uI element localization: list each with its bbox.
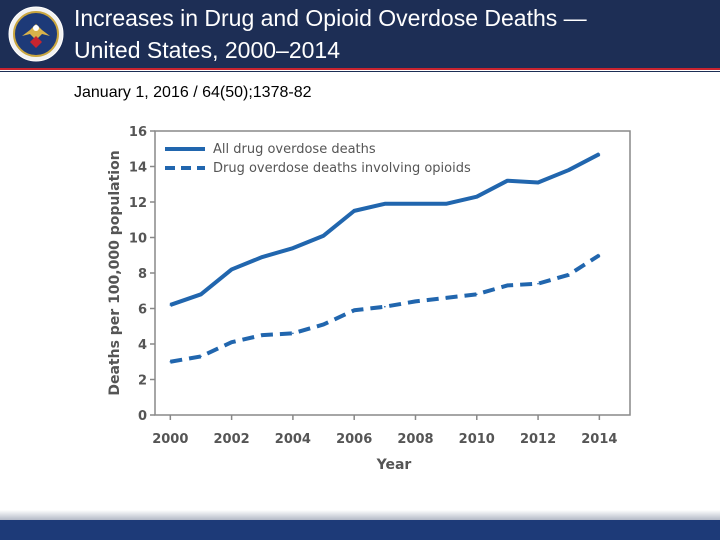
data-point	[414, 300, 417, 303]
header-stripe	[0, 68, 720, 72]
y-tick-label: 2	[138, 374, 147, 389]
x-tick-label: 2008	[397, 432, 433, 447]
data-point	[353, 210, 355, 212]
x-tick-label: 2010	[459, 432, 495, 447]
data-point	[567, 169, 570, 171]
series-layer	[169, 152, 601, 364]
x-tick-label: 2004	[275, 432, 311, 447]
data-point	[292, 247, 294, 249]
data-point	[169, 360, 172, 363]
data-point	[292, 332, 294, 335]
y-axis: 0 2 4 6 8 10 12 14 16	[129, 125, 155, 424]
legend-label-opioids: Drug overdose deaths involving opioids	[213, 161, 471, 176]
data-point	[200, 355, 202, 358]
data-point	[506, 179, 509, 182]
department-seal-logo	[8, 6, 64, 62]
data-point	[261, 334, 264, 336]
data-point	[445, 202, 447, 205]
data-point	[598, 153, 601, 155]
data-point	[537, 282, 539, 285]
y-tick-label: 4	[138, 338, 147, 353]
series-line-opioids	[169, 253, 601, 364]
x-axis: 2000 2002 2004 2006 2008 2010 2012 2014	[152, 415, 617, 447]
data-point	[230, 268, 233, 271]
data-point	[506, 284, 509, 287]
x-tick-label: 2006	[336, 432, 372, 447]
data-point	[384, 202, 386, 205]
x-tick-label: 2000	[152, 432, 188, 447]
data-point	[384, 305, 386, 308]
data-point	[598, 254, 601, 257]
data-point	[322, 323, 325, 326]
slide-footer-bar	[0, 520, 720, 540]
legend: All drug overdose deaths Drug overdose d…	[165, 142, 471, 176]
data-point	[475, 293, 478, 296]
x-axis-title: Year	[376, 457, 412, 473]
legend-label-all-drug: All drug overdose deaths	[213, 142, 376, 157]
data-point	[230, 341, 233, 344]
series-line-all-drug	[169, 152, 601, 307]
y-tick-label: 6	[138, 303, 147, 318]
data-point	[567, 273, 570, 276]
y-tick-label: 14	[129, 161, 147, 176]
data-point	[537, 181, 539, 184]
slide-title: Increases in Drug and Opioid Overdose De…	[74, 2, 714, 66]
data-point	[169, 304, 172, 306]
x-tick-label: 2012	[520, 432, 556, 447]
y-tick-label: 8	[138, 267, 147, 282]
data-point	[445, 297, 447, 299]
y-tick-label: 12	[129, 196, 147, 211]
y-axis-title: Deaths per 100,000 population	[107, 150, 123, 395]
slide-title-line-2: United States, 2000–2014	[74, 37, 340, 63]
slide-title-line-1: Increases in Drug and Opioid Overdose De…	[74, 5, 587, 31]
y-tick-label: 16	[129, 125, 147, 140]
x-tick-label: 2002	[214, 432, 250, 447]
y-tick-label: 0	[138, 409, 147, 424]
x-tick-label: 2014	[581, 432, 617, 447]
data-point	[475, 195, 478, 198]
data-point	[200, 293, 202, 296]
data-point	[261, 256, 264, 258]
data-point	[353, 309, 355, 312]
data-point	[322, 234, 325, 237]
data-point	[414, 202, 417, 205]
citation-text: January 1, 2016 / 64(50);1378-82	[74, 84, 312, 101]
slide-header	[0, 0, 720, 68]
y-tick-label: 10	[129, 232, 147, 247]
